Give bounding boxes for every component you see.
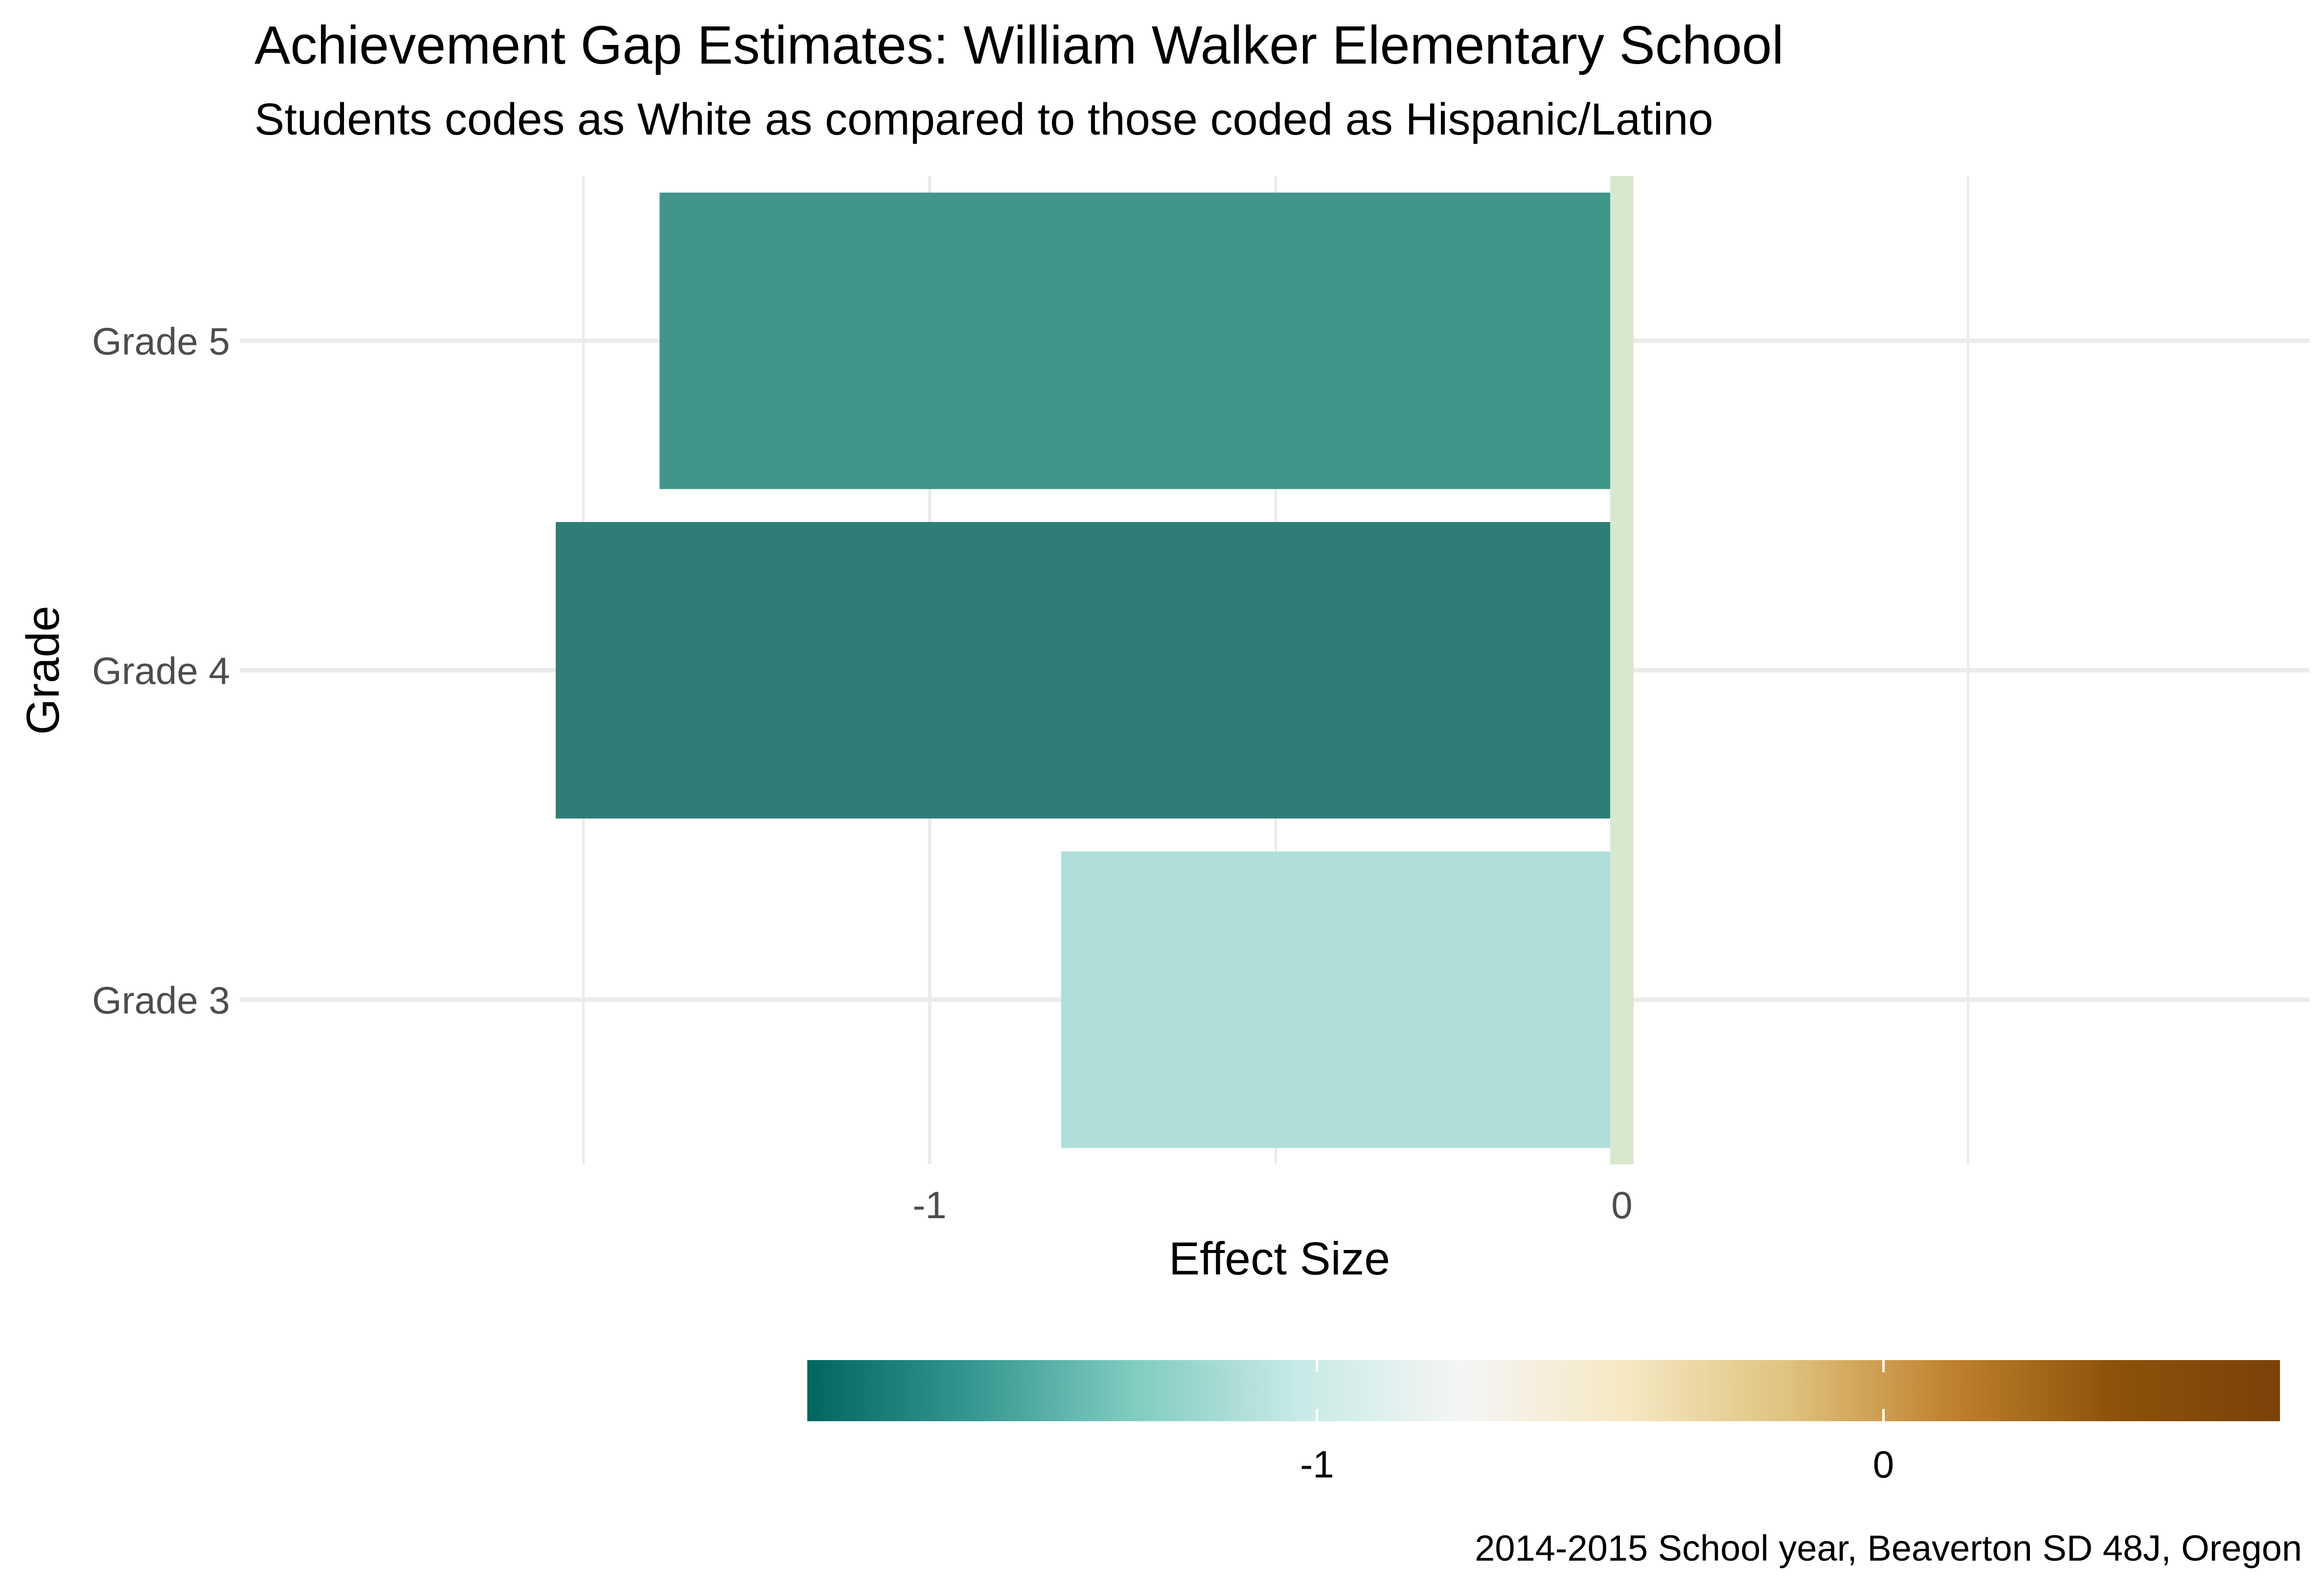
y-axis-label: Grade [17, 606, 69, 735]
chart-caption: 2014-2015 School year, Beaverton SD 48J,… [1475, 1528, 2302, 1568]
bar-grade-5 [660, 192, 1622, 489]
bar-grade-4 [555, 522, 1622, 818]
x-tick-label: 0 [1611, 1183, 1632, 1227]
y-tick-labels: Grade 3 Grade 4 Grade 5 [92, 320, 230, 1022]
x-tick-labels: -1 0 [912, 1183, 1632, 1227]
y-tick-label: Grade 5 [92, 320, 230, 363]
chart-subtitle: Students codes as White as compared to t… [254, 94, 1713, 144]
y-tick-label: Grade 3 [92, 978, 230, 1022]
legend-tick-label: 0 [1873, 1443, 1894, 1486]
bars [555, 192, 1622, 1148]
legend-tick-label: -1 [1300, 1443, 1334, 1486]
legend-colorbar [807, 1360, 2280, 1421]
x-tick-label: -1 [912, 1183, 946, 1227]
color-legend: -1 0 [807, 1360, 2280, 1486]
bar-grade-3 [1061, 851, 1622, 1148]
chart-title: Achievement Gap Estimates: William Walke… [254, 15, 1784, 75]
y-tick-label: Grade 4 [92, 649, 230, 692]
x-axis-label: Effect Size [1169, 1233, 1390, 1285]
